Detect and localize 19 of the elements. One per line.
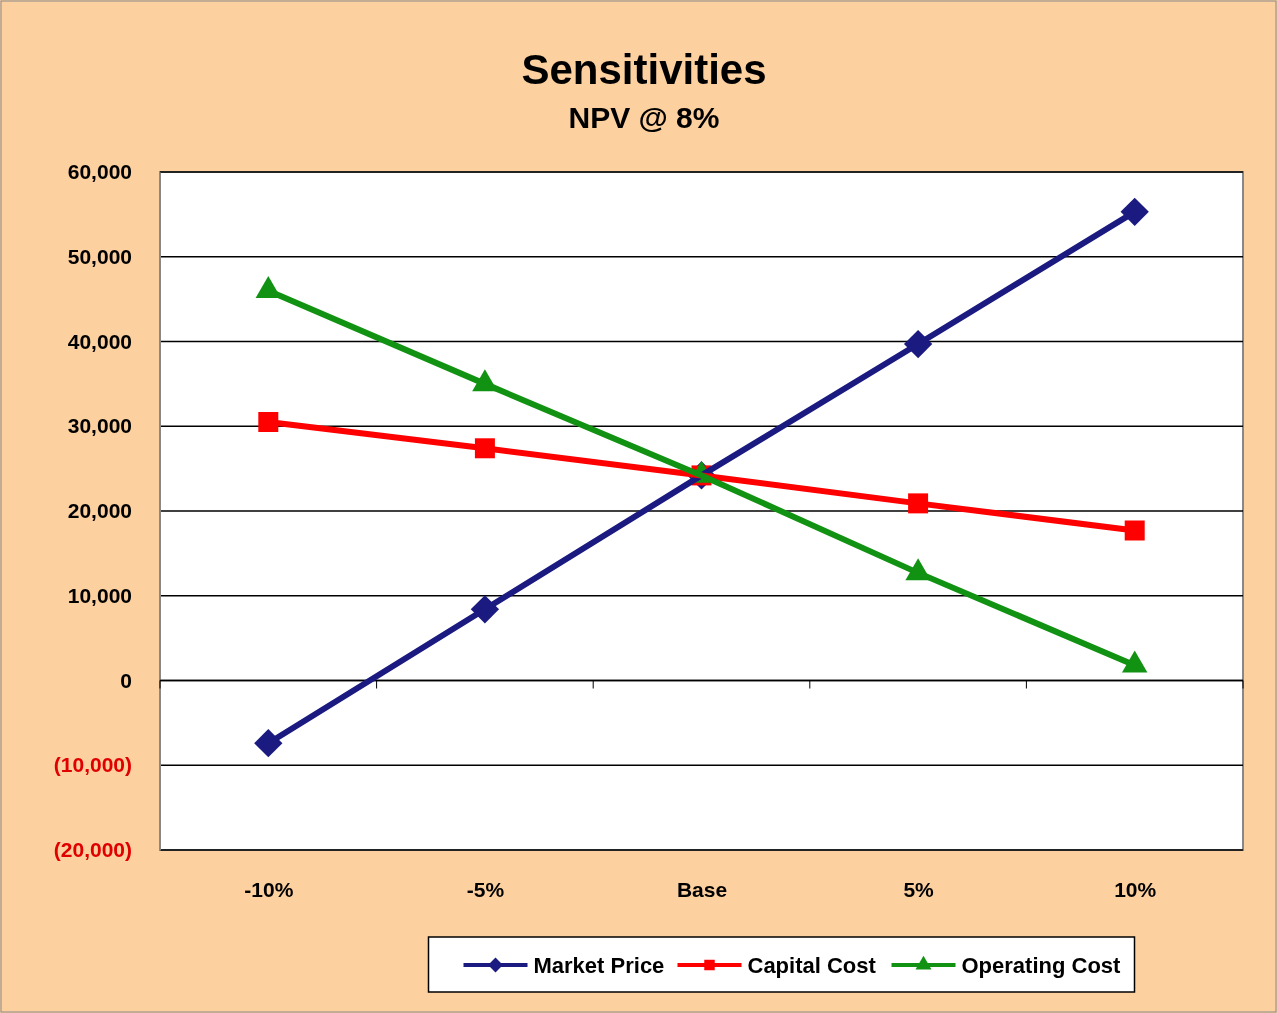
y-tick-label: 30,000 xyxy=(67,414,132,438)
y-tick-label: (10,000) xyxy=(53,753,132,777)
legend-label: Market Price xyxy=(533,953,665,978)
x-tick-label: 10% xyxy=(1114,877,1157,901)
x-tick-label: Base xyxy=(676,877,728,901)
chart-subtitle: NPV @ 8% xyxy=(568,101,720,134)
y-tick-label: 50,000 xyxy=(67,244,132,268)
y-tick-label: 10,000 xyxy=(67,583,132,607)
y-tick-label: (20,000) xyxy=(53,838,132,862)
y-tick-label: 60,000 xyxy=(67,160,132,184)
x-tick-label: -5% xyxy=(466,877,505,901)
chart-title: Sensitivities xyxy=(521,46,767,93)
x-tick-label: 5% xyxy=(903,877,935,901)
y-tick-label: 20,000 xyxy=(67,499,132,523)
legend-label: Capital Cost xyxy=(747,953,877,978)
y-tick-label: 40,000 xyxy=(67,329,132,353)
legend-label: Operating Cost xyxy=(961,953,1122,978)
x-tick-label: -10% xyxy=(244,877,294,901)
y-tick-label: 0 xyxy=(120,668,132,692)
